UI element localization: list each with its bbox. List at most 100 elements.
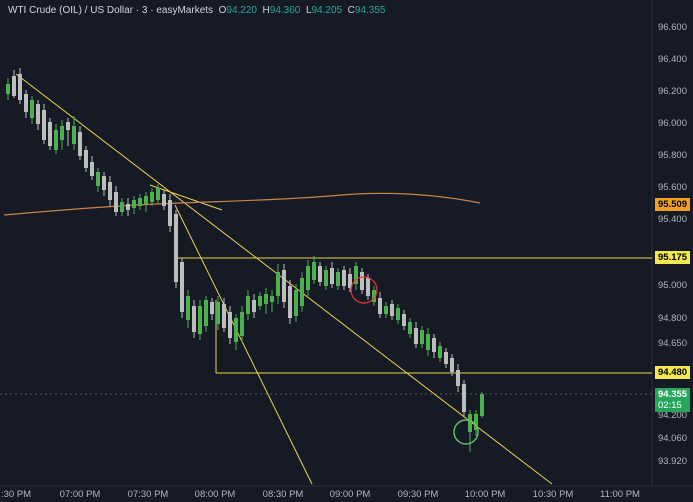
time-tick: 10:00 PM (464, 489, 506, 500)
price-tick: 96.600 (657, 22, 687, 33)
candle-body (78, 132, 82, 156)
price-tick: 93.920 (657, 456, 687, 467)
time-tick: :30 PM (0, 489, 32, 500)
candle-body (126, 204, 130, 210)
candle-body (102, 176, 106, 190)
candle-body (72, 126, 76, 144)
candle-body (48, 122, 52, 146)
candle-body (318, 266, 322, 282)
candle-body (402, 314, 406, 326)
candle-body (204, 300, 208, 326)
resistance-price-tag: 95.175 (655, 251, 691, 264)
candle-body (150, 192, 154, 202)
candle-body (342, 270, 346, 286)
candle-body (288, 286, 292, 318)
candle-body (36, 104, 40, 124)
ma-price-tag: 95.509 (655, 198, 691, 211)
close-value: 94.355 (354, 5, 386, 16)
candle-body (462, 384, 466, 412)
candle-body (186, 296, 190, 320)
time-tick: 08:30 PM (262, 489, 304, 500)
candle-body (330, 268, 334, 284)
time-tick: 07:00 PM (59, 489, 101, 500)
open-value: 94.220 (226, 5, 257, 16)
candle-body (24, 94, 28, 112)
candle-body (90, 162, 94, 176)
low-label: L (305, 5, 312, 16)
candle-body (324, 270, 328, 286)
candle-body (390, 304, 394, 316)
close-label: C (347, 5, 355, 16)
candle-body (198, 306, 202, 334)
candle-body (240, 312, 244, 336)
price-tick: 96.400 (657, 54, 687, 65)
candle-body (480, 394, 484, 416)
time-tick: 08:00 PM (194, 489, 236, 500)
candle-body (210, 302, 214, 314)
high-value: 94.360 (269, 5, 301, 16)
candle-body (246, 296, 250, 314)
candle-body (408, 322, 412, 334)
candle-body (312, 262, 316, 280)
highlight-circle-red (350, 276, 378, 304)
candle-body (54, 130, 58, 150)
candle-body (18, 74, 22, 100)
candle-body (378, 298, 382, 314)
candle-body (366, 278, 370, 296)
price-tick: 95.400 (657, 214, 687, 225)
price-tick: 96.000 (657, 118, 687, 129)
candle-body (42, 110, 46, 140)
time-tick: 09:30 PM (397, 489, 439, 500)
candle-body (354, 266, 358, 284)
candle-body (12, 76, 16, 96)
candle-body (348, 274, 352, 288)
price-tick: 95.800 (657, 150, 687, 161)
candle-body (138, 198, 142, 206)
candle-body (168, 200, 172, 226)
symbol-title[interactable]: WTI Crude (OIL) / US Dollar · 3 · easyMa… (8, 5, 214, 16)
price-tick: 94.800 (657, 313, 687, 324)
current-price-tag: 94.355 02:15 (655, 388, 691, 412)
candle-body (174, 214, 178, 282)
time-tick: 09:00 PM (329, 489, 371, 500)
price-tick: 95.600 (657, 182, 687, 193)
candle-body (420, 330, 424, 344)
candle-body (294, 290, 298, 316)
candle-body (144, 196, 148, 204)
candle-body (60, 126, 64, 140)
candle-body (30, 100, 34, 118)
candle-body (426, 334, 430, 350)
current-price: 94.355 (658, 389, 688, 400)
candle-body (306, 266, 310, 290)
candle-body (432, 338, 436, 352)
candle-body (6, 84, 10, 94)
candle-body (84, 150, 88, 168)
candle-body (252, 300, 256, 312)
high-label: H (262, 5, 270, 16)
moving-average-line (3, 192, 481, 216)
candle-body (258, 296, 262, 306)
candle-body (360, 272, 364, 290)
candle-body (234, 318, 238, 342)
candle-body (282, 270, 286, 302)
chart-legend: WTI Crude (OIL) / US Dollar · 3 · easyMa… (8, 5, 385, 16)
candle-body (474, 414, 478, 430)
candle-body (66, 122, 70, 130)
candle-body (276, 272, 280, 296)
time-tick: 10:30 PM (532, 489, 574, 500)
candle-body (120, 202, 124, 212)
candle-body (264, 294, 268, 304)
candle-body (450, 358, 454, 372)
support-price-tag: 94.480 (655, 366, 691, 379)
candle-body (132, 200, 136, 208)
candle-body (444, 352, 448, 364)
candle-body (414, 328, 418, 344)
candle-body (114, 192, 118, 212)
candle-body (336, 272, 340, 286)
candle-body (300, 278, 304, 306)
candle-body (180, 262, 184, 312)
time-tick: 11:00 PM (600, 489, 640, 500)
price-tick: 94.650 (657, 338, 687, 349)
price-tick: 94.200 (657, 410, 687, 421)
